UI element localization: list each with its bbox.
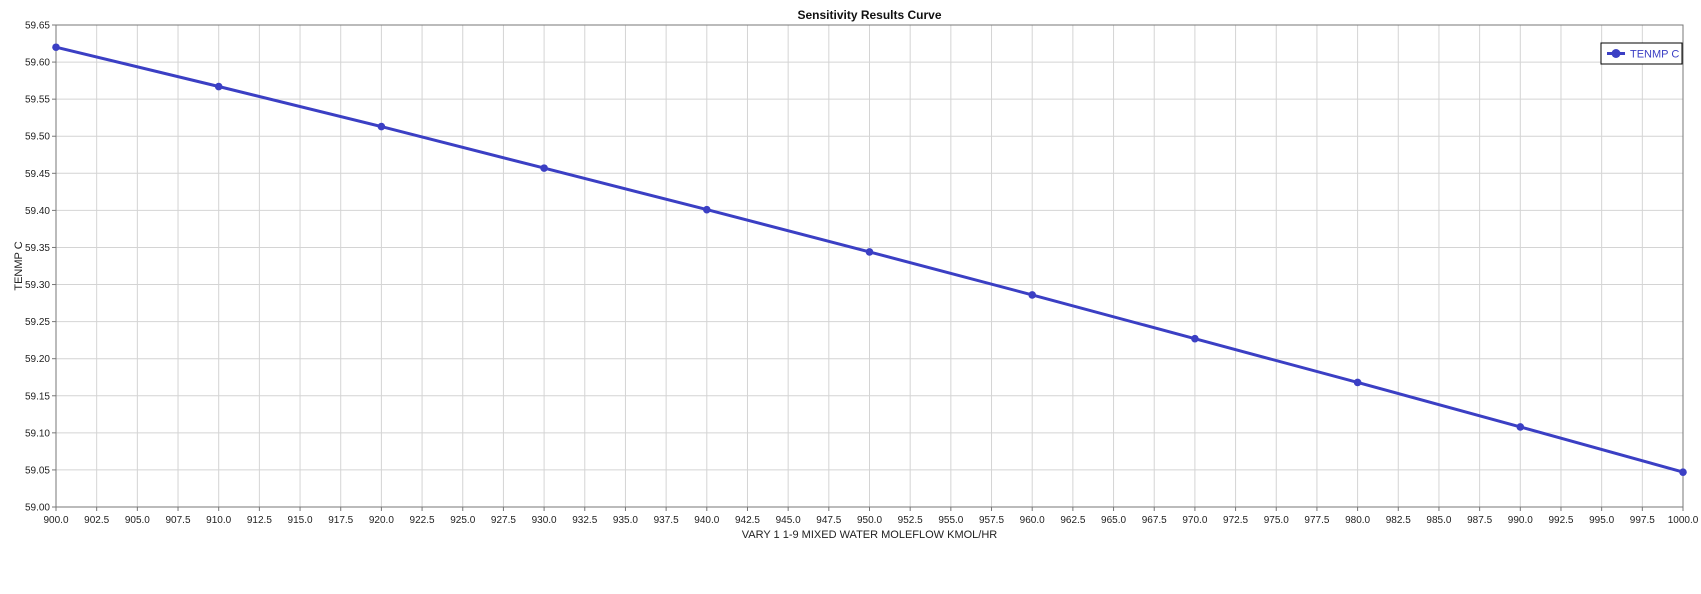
- x-tick-label: 912.5: [247, 515, 272, 526]
- x-tick-label: 922.5: [410, 515, 435, 526]
- x-tick-label: 987.5: [1467, 515, 1492, 526]
- y-tick-label: 59.40: [25, 206, 50, 217]
- y-tick-label: 59.10: [25, 428, 50, 439]
- y-axis-title: TENMP C: [13, 241, 25, 290]
- x-tick-label: 990.0: [1508, 515, 1533, 526]
- data-point[interactable]: [703, 205, 711, 214]
- x-tick-label: 947.5: [816, 515, 841, 526]
- y-tick-label: 59.35: [25, 243, 50, 254]
- x-axis-title: VARY 1 1-9 MIXED WATER MOLEFLOW KMOL/HR: [742, 529, 998, 541]
- x-tick-label: 927.5: [491, 515, 516, 526]
- data-point[interactable]: [1028, 291, 1036, 299]
- x-axis-ticks: 900.0 902.5 905.0 907.5 910.0 912.5 915.0 917.5…: [43, 507, 1699, 526]
- x-tick-label: 982.5: [1386, 515, 1411, 526]
- chart-title: Sensitivity Results Curve: [797, 8, 941, 22]
- y-tick-label: 59.30: [25, 280, 50, 291]
- x-tick-label: 910.0: [206, 515, 231, 526]
- legend[interactable]: TENMP C: [1600, 42, 1683, 65]
- series-layer: [52, 43, 1687, 476]
- x-tick-label: 920.0: [369, 515, 394, 526]
- x-tick-label: 970.0: [1182, 515, 1207, 526]
- data-point[interactable]: [865, 248, 874, 256]
- legend-entry-label: TENMP C: [1630, 49, 1679, 61]
- y-tick-label: 59.00: [25, 503, 50, 514]
- x-tick-label: 945.0: [776, 515, 801, 526]
- grid-lines: [55, 24, 1684, 508]
- x-tick-label: 915.0: [288, 515, 313, 526]
- x-tick-label: 985.0: [1426, 515, 1451, 526]
- x-tick-label: 925.0: [450, 515, 475, 526]
- x-tick-label: 902.5: [84, 515, 109, 526]
- data-point[interactable]: [1353, 378, 1362, 387]
- y-tick-label: 59.50: [25, 132, 50, 143]
- y-tick-label: 59.45: [25, 169, 50, 180]
- x-tick-label: 900.0: [43, 515, 68, 526]
- x-tick-label: 935.0: [613, 515, 638, 526]
- x-tick-label: 932.5: [572, 515, 597, 526]
- data-point[interactable]: [1191, 334, 1199, 343]
- x-tick-label: 940.0: [694, 515, 719, 526]
- y-tick-label: 59.60: [25, 58, 50, 69]
- data-point[interactable]: [377, 122, 386, 131]
- x-tick-label: 937.5: [654, 515, 679, 526]
- x-tick-label: 962.5: [1060, 515, 1085, 526]
- x-tick-label: 952.5: [898, 515, 923, 526]
- x-tick-label: 992.5: [1548, 515, 1573, 526]
- y-tick-label: 59.65: [25, 21, 50, 32]
- x-tick-label: 977.5: [1304, 515, 1329, 526]
- x-tick-label: 905.0: [125, 515, 150, 526]
- legend-box: [1600, 42, 1683, 65]
- x-tick-label: 942.5: [735, 515, 760, 526]
- x-tick-label: 917.5: [328, 515, 353, 526]
- y-axis-ticks: 59.00 59.05 59.10 59.15 59.20 59.25 59.30 59.35…: [25, 21, 56, 514]
- x-tick-label: 967.5: [1142, 515, 1167, 526]
- data-point[interactable]: [1516, 423, 1525, 431]
- x-tick-label: 965.0: [1101, 515, 1126, 526]
- x-tick-label: 907.5: [166, 515, 191, 526]
- x-tick-label: 960.0: [1020, 515, 1045, 526]
- x-tick-label: 955.0: [938, 515, 963, 526]
- y-tick-label: 59.55: [25, 95, 50, 106]
- x-tick-label: 972.5: [1223, 515, 1248, 526]
- x-tick-label: 975.0: [1264, 515, 1289, 526]
- x-tick-label: 1000.0: [1668, 515, 1699, 526]
- data-point[interactable]: [1679, 468, 1687, 476]
- y-tick-label: 59.20: [25, 354, 50, 365]
- y-tick-label: 59.25: [25, 317, 50, 328]
- y-tick-label: 59.05: [25, 465, 50, 476]
- data-point[interactable]: [540, 164, 548, 172]
- x-tick-label: 995.0: [1589, 515, 1614, 526]
- x-tick-label: 950.0: [857, 515, 882, 526]
- y-tick-label: 59.15: [25, 391, 50, 402]
- x-tick-label: 997.5: [1630, 515, 1655, 526]
- legend-marker-icon: [1611, 49, 1621, 58]
- x-tick-label: 957.5: [979, 515, 1004, 526]
- x-tick-label: 930.0: [532, 515, 557, 526]
- data-point[interactable]: [52, 43, 60, 52]
- x-tick-label: 980.0: [1345, 515, 1370, 526]
- data-point[interactable]: [214, 82, 223, 91]
